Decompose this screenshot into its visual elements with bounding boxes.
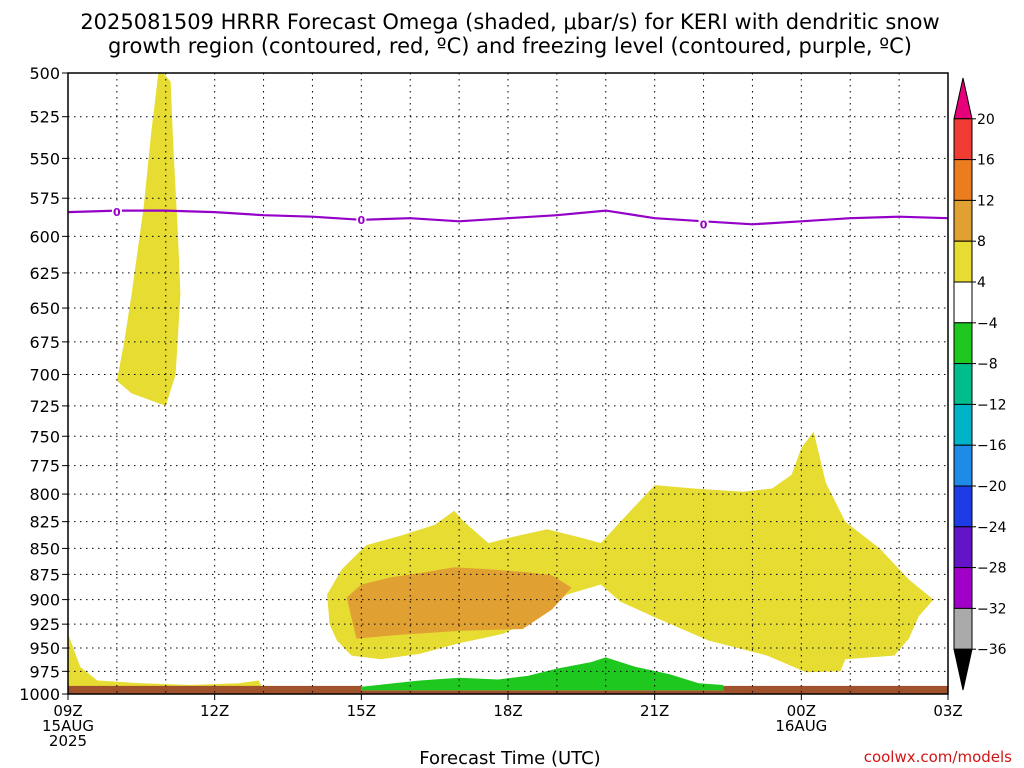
colorbar-bin [953,159,973,201]
ground-band-1 [361,690,724,694]
credit-text: coolwx.com/models [864,748,1012,766]
x-tick-label: 12Z [200,702,229,720]
colorbar-bin [953,526,973,569]
y-tick-label: 725 [29,397,60,416]
colorbar-bin [953,363,973,405]
y-tick-label: 925 [29,615,60,634]
colorbar-label: −12 [977,397,1007,413]
colorbar-label: −32 [977,601,1007,617]
colorbar-label: −8 [977,357,998,373]
y-tick-label: 550 [29,149,60,168]
colorbar-label: −28 [977,561,1007,577]
colorbar-label: −4 [977,316,998,332]
ground-bands [68,685,948,694]
y-tick-label: 575 [29,189,60,208]
y-tick-label: 525 [29,108,60,127]
omega-region-0 [116,73,181,406]
x-tick-label: 2025 [49,732,87,750]
y-tick-label: 600 [29,227,60,246]
y-tick-label: 850 [29,539,60,558]
ground-band-0 [68,685,362,694]
colorbar-bin [953,281,973,324]
colorbar-label: −20 [977,479,1007,495]
freezing-label-bg-0 [111,205,122,220]
colorbar-bin [953,240,973,283]
freezing-label-bg-1 [356,212,367,227]
colorbar-bin [953,322,973,365]
ground-band-2 [723,685,948,694]
y-tick-label: 625 [29,264,60,283]
colorbar-label: 8 [977,234,986,250]
omega-region-1 [68,633,264,692]
colorbar-label: 12 [977,193,995,209]
freezing-level-line [67,209,949,226]
colorbar-label: −16 [977,438,1007,454]
omega-shaded-regions [68,73,934,692]
x-tick-label: 16AUG [775,717,827,735]
colorbar-label: 4 [977,275,986,291]
y-tick-label: 750 [29,427,60,446]
y-tick-label: 700 [29,365,60,384]
y-tick-label: 675 [29,333,60,352]
colorbar-label: −24 [977,520,1007,536]
y-tick-label: 500 [29,64,60,83]
x-tick-label: 18Z [493,702,522,720]
y-tick-label: 950 [29,639,60,658]
x-tick-label: 09Z [53,702,82,720]
freezing-label-bg-2 [698,217,709,232]
y-tick-label: 1000 [19,685,60,704]
colorbar-bin [953,199,973,242]
colorbar-bin [953,567,973,609]
colorbar-label: 16 [977,153,995,169]
freezing-level-label: 0 [700,218,708,231]
y-tick-label: 775 [29,457,60,476]
x-tick-label: 21Z [640,702,669,720]
colorbar-bin [953,607,973,650]
y-axis-ticks: 500 525 550 575 600 625 650 675 700 725 750 775 800 8… [19,64,68,704]
colorbar-arrow-bottom [953,648,973,691]
omega-region-4 [361,657,724,691]
colorbar-label: −36 [977,642,1007,658]
grid-lines [68,73,948,694]
colorbar-bin [953,444,973,487]
y-tick-label: 800 [29,485,60,504]
x-tick-label: 03Z [933,702,962,720]
colorbar-bin [953,485,973,528]
freezing-level-label: 0 [358,214,366,227]
x-tick-label: 15Z [347,702,376,720]
chart-title-line-1: 2025081509 HRRR Forecast Omega (shaded, … [80,10,939,34]
y-tick-label: 650 [29,299,60,318]
x-tick-label: 15AUG [42,717,94,735]
colorbar-bin [953,118,973,161]
colorbar-bin [953,403,973,446]
y-tick-label: 825 [29,513,60,532]
colorbar: 20 16 12 8 4 −4 −8 −12 −16 −20 −24 −28 −32 −36 [953,77,1007,691]
x-tick-label: 00Z [787,702,816,720]
y-tick-label: 975 [29,662,60,681]
freezing-level-contour: 0 0 0 [67,205,949,232]
omega-region-3 [346,567,572,639]
y-tick-label: 875 [29,565,60,584]
freezing-level-label: 0 [113,206,121,219]
chart-title-line-2: growth region (contoured, red, ºC) and f… [108,34,912,58]
x-axis-label: Forecast Time (UTC) [419,748,600,768]
y-tick-label: 900 [29,591,60,610]
colorbar-label: 20 [977,112,995,128]
